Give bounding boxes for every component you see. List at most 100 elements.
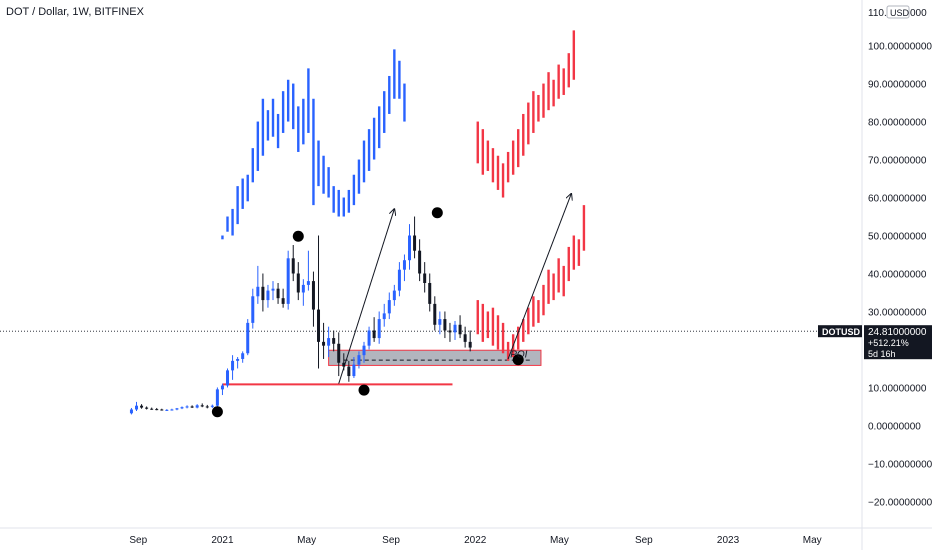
candle-body xyxy=(402,260,406,270)
projection-bar xyxy=(532,91,535,133)
projection-bar xyxy=(517,326,520,350)
candle-body xyxy=(175,408,179,410)
fractal-bar xyxy=(307,68,310,133)
projection-bar xyxy=(557,64,560,99)
projection-bar xyxy=(567,53,570,88)
chart-title: DOT / Dollar, 1W, BITFINEX xyxy=(6,6,144,18)
candle-body xyxy=(251,296,255,323)
candle-body xyxy=(367,330,371,346)
projection-bar xyxy=(567,246,570,282)
pivot-dot xyxy=(431,207,443,219)
fractal-bar xyxy=(332,186,335,213)
candle-body xyxy=(220,385,224,390)
candle-body xyxy=(423,273,427,283)
candle-body xyxy=(246,322,250,354)
fractal-bar xyxy=(226,216,229,232)
fractal-bar xyxy=(398,60,401,99)
candle-body xyxy=(129,409,133,414)
candle-body xyxy=(140,405,144,408)
projection-bar xyxy=(562,265,565,297)
candle-body xyxy=(231,360,235,371)
candle-body xyxy=(377,319,381,339)
candle-body xyxy=(392,290,396,301)
price-tick-label: 60.00000000 xyxy=(868,194,927,205)
price-tick-label: 80.00000000 xyxy=(868,118,927,129)
candle-body xyxy=(317,309,321,342)
projection-bar xyxy=(501,163,505,198)
fractal-bar xyxy=(286,79,290,122)
fractal-bar xyxy=(292,83,295,130)
pivot-dot xyxy=(512,354,524,366)
projection-bar xyxy=(486,311,490,339)
candle-body xyxy=(145,407,149,409)
support-zone xyxy=(328,349,542,366)
symbol-tag-label: DOTUSD xyxy=(822,327,861,337)
candle-body xyxy=(170,409,174,411)
price-tick-top: 110. xyxy=(868,8,887,19)
candle-body xyxy=(448,330,452,333)
last-price-tag xyxy=(864,325,932,360)
fractal-bar xyxy=(383,91,386,133)
currency-badge-label: USD xyxy=(890,8,910,18)
candle-body xyxy=(281,298,285,304)
candle-body xyxy=(286,258,290,304)
candle-body xyxy=(458,324,462,335)
candle-body xyxy=(418,250,422,274)
price-tick-label: −20.00000000 xyxy=(868,497,932,508)
fractal-bar xyxy=(241,178,244,209)
price-tick-label: 10.00000000 xyxy=(868,383,927,394)
projection-bar xyxy=(572,235,576,270)
projection-bar xyxy=(527,102,530,145)
candle-body xyxy=(387,300,391,314)
projection-bar xyxy=(572,30,576,80)
fractal-bar xyxy=(317,140,320,187)
time-tick-label: May xyxy=(550,535,569,546)
candle-body xyxy=(185,406,189,408)
candle-body xyxy=(135,405,139,410)
candle-body xyxy=(382,313,386,320)
time-tick-label: May xyxy=(297,535,316,546)
fractal-bar xyxy=(367,129,371,171)
candle-body xyxy=(408,235,412,261)
fractal-bar xyxy=(393,49,396,99)
candle-body xyxy=(291,258,295,274)
candle-body xyxy=(453,324,457,333)
pivot-dot xyxy=(211,406,223,418)
projection-bar xyxy=(542,284,545,316)
fractal-bar xyxy=(276,113,280,149)
fractal-bar xyxy=(261,98,265,156)
fractal-bar xyxy=(251,148,254,183)
projection-bar xyxy=(506,341,510,361)
projection-bar xyxy=(481,129,485,175)
projection-bar xyxy=(481,303,485,342)
projection-bar xyxy=(537,300,540,323)
symbol-tag xyxy=(818,325,862,338)
candle-body xyxy=(347,366,351,377)
candle-body xyxy=(236,358,240,361)
pivot-dot xyxy=(358,384,370,396)
price-tick-label: 40.00000000 xyxy=(868,269,927,280)
candle-body xyxy=(438,319,442,325)
candle-body xyxy=(468,341,472,348)
fractal-bar xyxy=(352,174,356,206)
candle-body xyxy=(413,235,417,251)
candle-body xyxy=(266,290,270,301)
price-tick-label: −10.00000000 xyxy=(868,459,932,470)
fractal-bar xyxy=(377,106,381,149)
projection-bar xyxy=(582,205,586,251)
time-tick-label: Sep xyxy=(382,535,400,546)
candle-body xyxy=(155,409,159,411)
time-tick-label: Sep xyxy=(635,535,653,546)
fractal-bar xyxy=(266,110,270,141)
candle-body xyxy=(327,338,331,346)
fractal-bar xyxy=(342,197,345,217)
fractal-bar xyxy=(231,208,234,236)
projection-bar xyxy=(552,79,555,107)
projection-bar xyxy=(501,322,505,354)
fractal-bar xyxy=(403,83,406,122)
candle-body xyxy=(296,273,300,293)
fractal-bar xyxy=(362,140,366,183)
candle-body xyxy=(301,284,305,293)
